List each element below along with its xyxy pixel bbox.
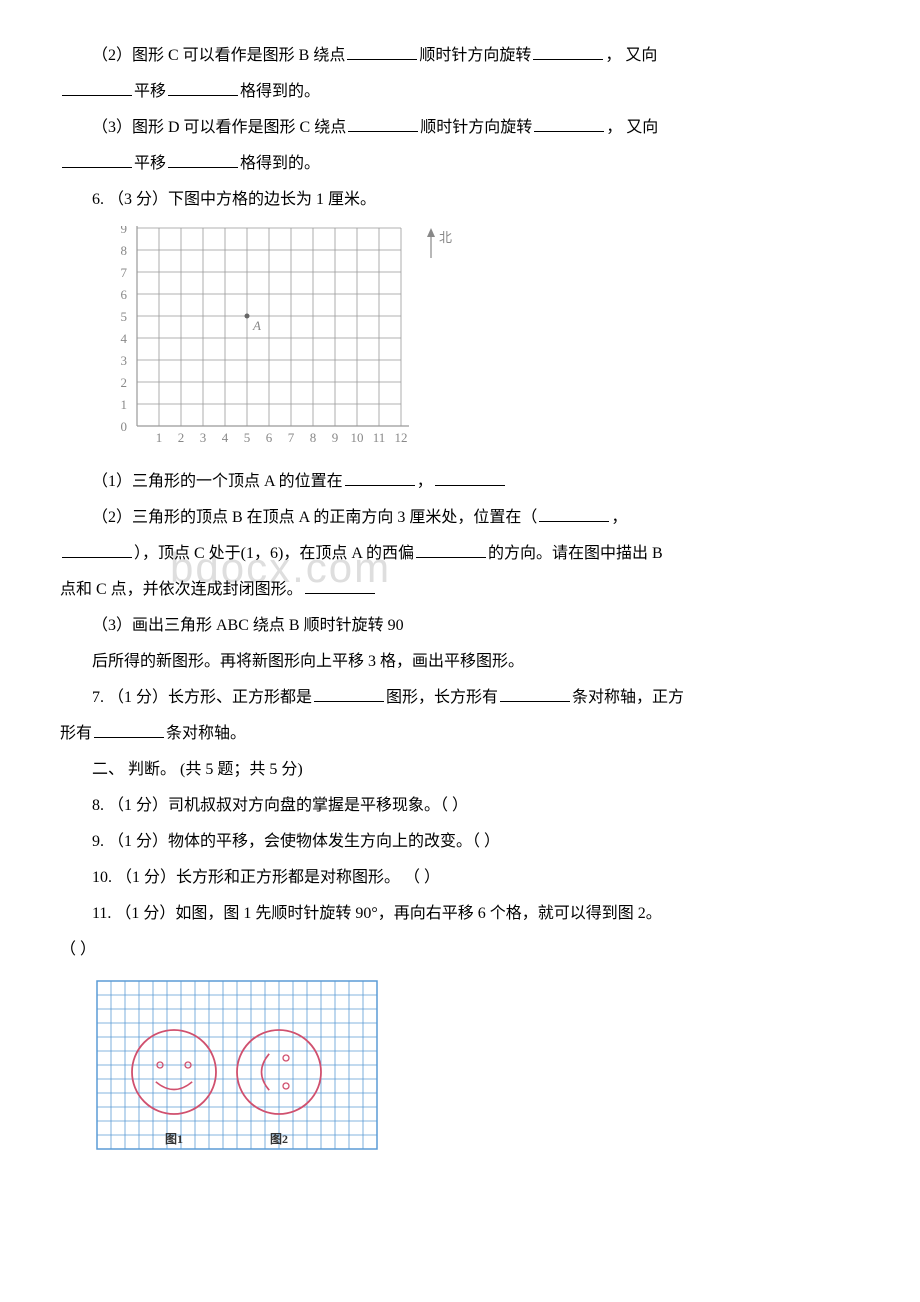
question-2-line2: 平移 格得到的。 [60,76,860,108]
svg-text:5: 5 [121,309,128,324]
svg-text:A: A [252,318,261,333]
question-6-3: （3）画出三角形 ABC 绕点 B 顺时针旋转 90 [60,610,860,642]
blank[interactable] [533,41,603,60]
q3-prefix: （3）图形 D 可以看作是图形 C 绕点 [92,119,346,136]
q7-mid1: 图形，长方形有 [386,689,498,706]
q2-mid1: 顺时针方向旋转 [419,47,531,64]
q7-prefix: 7. （1 分）长方形、正方形都是 [92,689,312,706]
question-6-2-line2: ），顶点 C 处于(1，6)，在顶点 A 的西偏的方向。请在图中描出 B bdo… [60,538,860,570]
svg-text:1: 1 [156,430,163,445]
svg-text:0: 0 [121,419,128,434]
svg-text:2: 2 [178,430,185,445]
blank[interactable] [314,683,384,702]
blank[interactable] [62,149,132,168]
q3-mid1: 顺时针方向旋转 [420,119,532,136]
svg-text:8: 8 [121,243,128,258]
q6-2-l1: （2）三角形的顶点 B 在顶点 A 的正南方向 3 厘米处，位置在（ [92,509,537,526]
svg-text:图2: 图2 [270,1132,288,1146]
svg-text:5: 5 [244,430,251,445]
svg-text:3: 3 [121,353,128,368]
svg-text:12: 12 [395,430,408,445]
face-chart-container: 图1 图2 [92,976,860,1151]
question-10: 10. （1 分）长方形和正方形都是对称图形。 （ ） [60,862,860,894]
svg-text:7: 7 [288,430,295,445]
q7-mid2: 条对称轴，正方 [572,689,684,706]
q6-1-prefix: （1）三角形的一个顶点 A 的位置在 [92,473,343,490]
question-6-3-cont: 后所得的新图形。再将新图形向上平移 3 格，画出平移图形。 [60,646,860,678]
question-7-line1: 7. （1 分）长方形、正方形都是 图形，长方形有 条对称轴，正方 [60,682,860,714]
q2-l2end: 格得到的。 [240,83,320,100]
blank[interactable] [347,41,417,60]
face-chart: 图1 图2 [92,976,382,1151]
grid-chart: 1234567891011120123456789A北 [92,226,452,456]
svg-text:10: 10 [351,430,364,445]
question-8: 8. （1 分）司机叔叔对方向盘的掌握是平移现象。（ ） [60,790,860,822]
q6-2-l2a: ），顶点 C 处于(1，6)，在顶点 A 的西偏 [134,545,414,562]
q6-2-l2b: 的方向。请在图中描出 B [488,545,663,562]
svg-text:3: 3 [200,430,207,445]
svg-text:11: 11 [373,430,386,445]
svg-text:4: 4 [121,331,128,346]
q3-mid2: ， 又向 [606,119,658,136]
question-3-line2: 平移 格得到的。 [60,148,860,180]
q6-2-l3: 点和 C 点，并依次连成封闭图形。 [60,581,303,598]
blank[interactable] [168,149,238,168]
question-3-line1: （3）图形 D 可以看作是图形 C 绕点 顺时针方向旋转 ， 又向 [60,112,860,144]
q3-l2end: 格得到的。 [240,155,320,172]
question-6-1: （1）三角形的一个顶点 A 的位置在 ， [60,466,860,498]
svg-text:6: 6 [121,287,128,302]
blank[interactable] [168,77,238,96]
blank[interactable] [500,683,570,702]
question-7-line2: 形有 条对称轴。 [60,718,860,750]
q6-1-sep: ， [417,473,433,490]
question-9: 9. （1 分）物体的平移，会使物体发生方向上的改变。（ ） [60,826,860,858]
svg-text:9: 9 [332,430,339,445]
blank[interactable] [94,719,164,738]
question-6-title: 6. （3 分）下图中方格的边长为 1 厘米。 [60,184,860,216]
svg-text:2: 2 [121,375,128,390]
blank[interactable] [539,503,609,522]
section-2-title: 二、 判断。 (共 5 题；共 5 分) [60,754,860,786]
q2-prefix: （2）图形 C 可以看作是图形 B 绕点 [92,47,345,64]
svg-text:1: 1 [121,397,128,412]
question-2-line1: （2）图形 C 可以看作是图形 B 绕点 顺时针方向旋转 ， 又向 [60,40,860,72]
svg-text:图1: 图1 [165,1132,183,1146]
q3-l2mid: 平移 [134,155,166,172]
blank[interactable] [348,113,418,132]
blank[interactable] [416,539,486,558]
q7-l2a: 形有 [60,725,92,742]
svg-text:7: 7 [121,265,128,280]
q2-l2mid: 平移 [134,83,166,100]
svg-text:8: 8 [310,430,317,445]
svg-text:4: 4 [222,430,229,445]
q7-l2b: 条对称轴。 [166,725,246,742]
question-6-2-line3: 点和 C 点，并依次连成封闭图形。 [60,574,860,606]
blank[interactable] [305,575,375,594]
svg-text:9: 9 [121,226,128,236]
blank[interactable] [62,539,132,558]
blank[interactable] [345,467,415,486]
blank[interactable] [62,77,132,96]
svg-text:6: 6 [266,430,273,445]
svg-text:北: 北 [439,230,452,245]
q6-2-sep: ， [611,509,627,526]
question-11-line2: （ ） [60,934,860,966]
blank[interactable] [435,467,505,486]
question-11-line1: 11. （1 分）如图，图 1 先顺时针旋转 90°，再向右平移 6 个格，就可… [60,898,860,930]
grid-chart-container: 1234567891011120123456789A北 [92,226,860,456]
q2-mid2: ， 又向 [605,47,657,64]
blank[interactable] [534,113,604,132]
question-6-2-line1: （2）三角形的顶点 B 在顶点 A 的正南方向 3 厘米处，位置在（ ， [60,502,860,534]
